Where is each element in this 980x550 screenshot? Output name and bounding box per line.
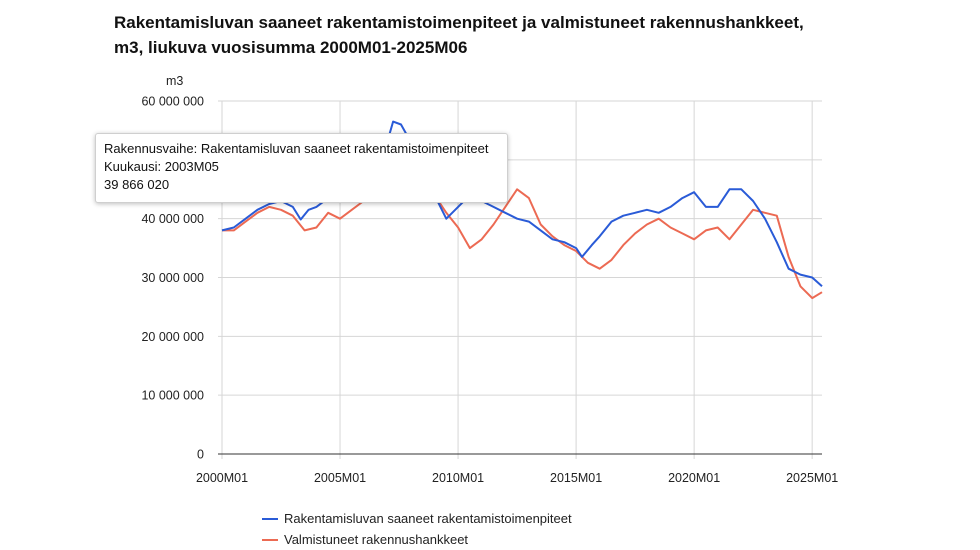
x-tick-label: 2020M01	[668, 471, 720, 485]
x-tick-label: 2010M01	[432, 471, 484, 485]
y-tick-label: 20 000 000	[141, 330, 204, 344]
x-tick-label: 2025M01	[786, 471, 838, 485]
legend-swatch-completed	[262, 538, 278, 541]
x-tick-label: 2005M01	[314, 471, 366, 485]
y-tick-label: 30 000 000	[141, 271, 204, 285]
series-line-completed[interactable]	[222, 164, 823, 300]
legend-label-permits: Rakentamisluvan saaneet rakentamistoimen…	[284, 511, 572, 526]
y-tick-label: 60 000 000	[141, 95, 204, 109]
legend-item-completed[interactable]: Valmistuneet rakennushankkeet	[262, 529, 572, 550]
y-tick-label: 0	[197, 448, 204, 462]
legend-label-completed: Valmistuneet rakennushankkeet	[284, 532, 469, 547]
series-line-permits[interactable]	[221, 120, 823, 288]
chart-title-line-1: Rakentamisluvan saaneet rakentamistoimen…	[114, 13, 804, 32]
y-tick-label: 10 000 000	[141, 389, 204, 403]
legend-swatch-permits	[262, 517, 278, 520]
y-tick-label: 40 000 000	[141, 212, 204, 226]
x-tick-label: 2000M01	[196, 471, 248, 485]
series-lines[interactable]	[221, 120, 823, 300]
legend: Rakentamisluvan saaneet rakentamistoimen…	[262, 508, 572, 550]
tooltip-month: Kuukausi: 2003M05	[104, 159, 219, 174]
tooltip-value: 39 866 020	[104, 177, 170, 192]
x-tick-label: 2015M01	[550, 471, 602, 485]
tooltip-series: Rakennusvaihe: Rakentamisluvan saaneet r…	[104, 141, 489, 156]
chart-title: Rakentamisluvan saaneet rakentamistoimen…	[114, 10, 874, 60]
legend-item-permits[interactable]: Rakentamisluvan saaneet rakentamistoimen…	[262, 508, 572, 529]
chart-title-line-2: m3, liukuva vuosisumma 2000M01-2025M06	[114, 38, 468, 57]
hover-tooltip: Rakennusvaihe: Rakentamisluvan saaneet r…	[95, 133, 508, 203]
y-axis-unit: m3	[166, 74, 183, 88]
